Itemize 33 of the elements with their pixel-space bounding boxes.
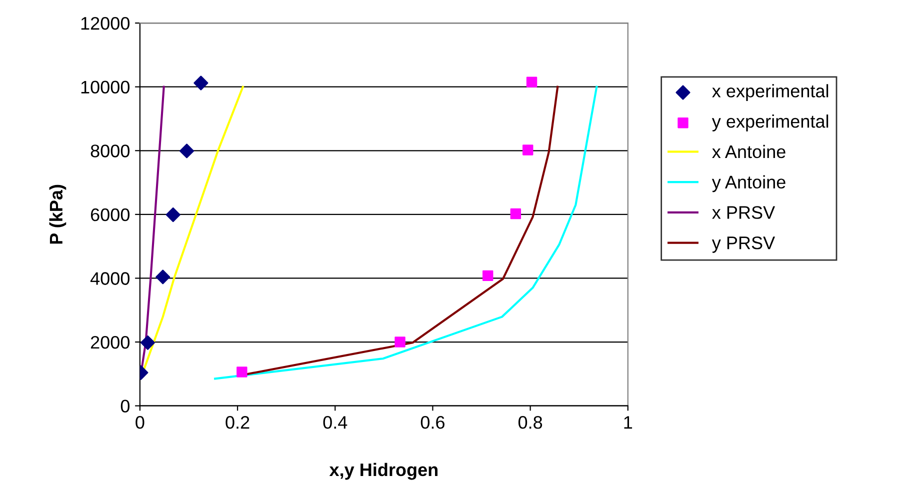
legend-label: x PRSV xyxy=(712,206,776,219)
legend-label: y experimental xyxy=(712,114,828,132)
x-tick-label: 0 xyxy=(136,416,144,429)
point xyxy=(394,336,406,348)
point xyxy=(510,208,522,220)
x-tick-label: 1 xyxy=(624,416,632,429)
x-tick-label: 0.6 xyxy=(420,416,444,429)
y-tick-label: 10000 xyxy=(81,80,130,94)
point xyxy=(526,76,538,88)
legend-label: x experimental xyxy=(712,84,828,101)
y-tick-label: 6000 xyxy=(90,208,130,222)
y-tick-label: 2000 xyxy=(90,336,130,349)
point xyxy=(140,335,156,350)
y-tick-label: 12000 xyxy=(81,16,130,30)
x-tick-label: 0.8 xyxy=(518,416,542,429)
y-axis-title: P (kPa) xyxy=(49,184,66,244)
x-axis-title: x,y Hidrogen xyxy=(329,462,438,480)
legend-label: x Antoine xyxy=(712,144,786,158)
point xyxy=(194,76,208,90)
legend-label: y PRSV xyxy=(712,236,776,253)
point xyxy=(236,366,248,378)
point xyxy=(166,207,180,222)
line-series xyxy=(214,86,598,380)
point xyxy=(179,144,194,158)
y-tick-label: 0 xyxy=(120,400,130,413)
y-tick-label: 8000 xyxy=(90,144,130,158)
x-tick-label: 0.2 xyxy=(226,416,250,429)
point xyxy=(522,144,534,156)
y-tick-label: 4000 xyxy=(90,272,130,285)
x-tick-label: 0.4 xyxy=(323,416,348,429)
point xyxy=(482,270,494,282)
legend-label: y Antoine xyxy=(712,175,786,192)
point xyxy=(156,270,170,284)
